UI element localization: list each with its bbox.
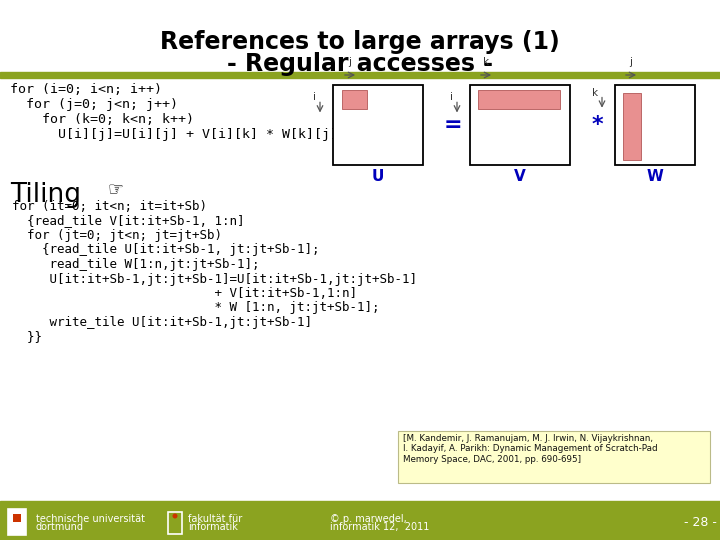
Circle shape	[173, 514, 178, 518]
Text: U: U	[372, 169, 384, 184]
Text: - 28 -: - 28 -	[683, 516, 716, 529]
Text: =: =	[444, 115, 462, 135]
Bar	[8, 509, 26, 535]
Bar	[168, 512, 182, 534]
Text: j: j	[348, 57, 351, 67]
Text: {read_tile V[it:it+Sb-1, 1:n]: {read_tile V[it:it+Sb-1, 1:n]	[12, 214, 245, 227]
Text: for (j=0; j<n; j++): for (j=0; j<n; j++)	[10, 98, 178, 111]
Text: k: k	[592, 87, 598, 98]
Text: * W [1:n, jt:jt+Sb-1];: * W [1:n, jt:jt+Sb-1];	[12, 301, 379, 314]
Text: {read_tile U[it:it+Sb-1, jt:jt+Sb-1];: {read_tile U[it:it+Sb-1, jt:jt+Sb-1];	[12, 244, 320, 256]
Text: U[i][j]=U[i][j] + V[i][k] * W[k][j]: U[i][j]=U[i][j] + V[i][k] * W[k][j]	[10, 128, 338, 141]
Bar	[8, 514, 13, 522]
Text: Tiling: Tiling	[10, 182, 81, 208]
Bar	[623, 93, 642, 160]
Text: W: W	[647, 169, 663, 184]
Bar	[615, 85, 695, 165]
Bar	[333, 85, 423, 165]
Text: References to large arrays (1): References to large arrays (1)	[160, 30, 560, 54]
Bar	[13, 514, 21, 522]
Text: © p. marwedel,: © p. marwedel,	[330, 514, 407, 524]
Text: }}: }}	[12, 330, 42, 343]
Text: technische universität: technische universität	[36, 514, 145, 524]
Text: write_tile U[it:it+Sb-1,jt:jt+Sb-1]: write_tile U[it:it+Sb-1,jt:jt+Sb-1]	[12, 316, 312, 329]
Bar	[478, 90, 560, 109]
Text: U[it:it+Sb-1,jt:jt+Sb-1]=U[it:it+Sb-1,jt:jt+Sb-1]: U[it:it+Sb-1,jt:jt+Sb-1]=U[it:it+Sb-1,jt…	[12, 273, 417, 286]
Text: for (it=0; it<n; it=it+Sb): for (it=0; it<n; it=it+Sb)	[12, 200, 207, 213]
Text: for (i=0; i<n; i++): for (i=0; i<n; i++)	[10, 83, 162, 96]
Text: fakultät für: fakultät für	[188, 514, 242, 524]
Bar	[470, 85, 570, 165]
Text: ☞: ☞	[107, 180, 123, 198]
Text: read_tile W[1:n,jt:jt+Sb-1];: read_tile W[1:n,jt:jt+Sb-1];	[12, 258, 259, 271]
Bar	[0, 501, 720, 504]
Text: informatik 12,  2011: informatik 12, 2011	[330, 522, 429, 532]
Text: k: k	[483, 57, 489, 67]
Text: for (jt=0; jt<n; jt=jt+Sb): for (jt=0; jt<n; jt=jt+Sb)	[12, 229, 222, 242]
Text: - Regular accesses -: - Regular accesses -	[227, 52, 493, 76]
Text: i: i	[450, 92, 453, 103]
Bar	[21, 514, 26, 522]
Text: for (k=0; k<n; k++): for (k=0; k<n; k++)	[10, 113, 194, 126]
Bar	[0, 504, 720, 540]
Text: i: i	[313, 92, 316, 103]
Text: [M. Kandemir, J. Ramanujam, M. J. Irwin, N. Vijaykrishnan,
I. Kadayif, A. Parikh: [M. Kandemir, J. Ramanujam, M. J. Irwin,…	[403, 434, 657, 464]
Text: V: V	[514, 169, 526, 184]
Bar	[0, 72, 720, 78]
Text: + V[it:it+Sb-1,1:n]: + V[it:it+Sb-1,1:n]	[12, 287, 357, 300]
Text: informatik: informatik	[188, 522, 238, 532]
Bar	[398, 431, 710, 483]
Text: dortmund: dortmund	[36, 522, 84, 532]
Bar	[342, 90, 367, 109]
Text: *: *	[591, 115, 603, 135]
Bar	[8, 509, 26, 535]
Text: j: j	[629, 57, 632, 67]
